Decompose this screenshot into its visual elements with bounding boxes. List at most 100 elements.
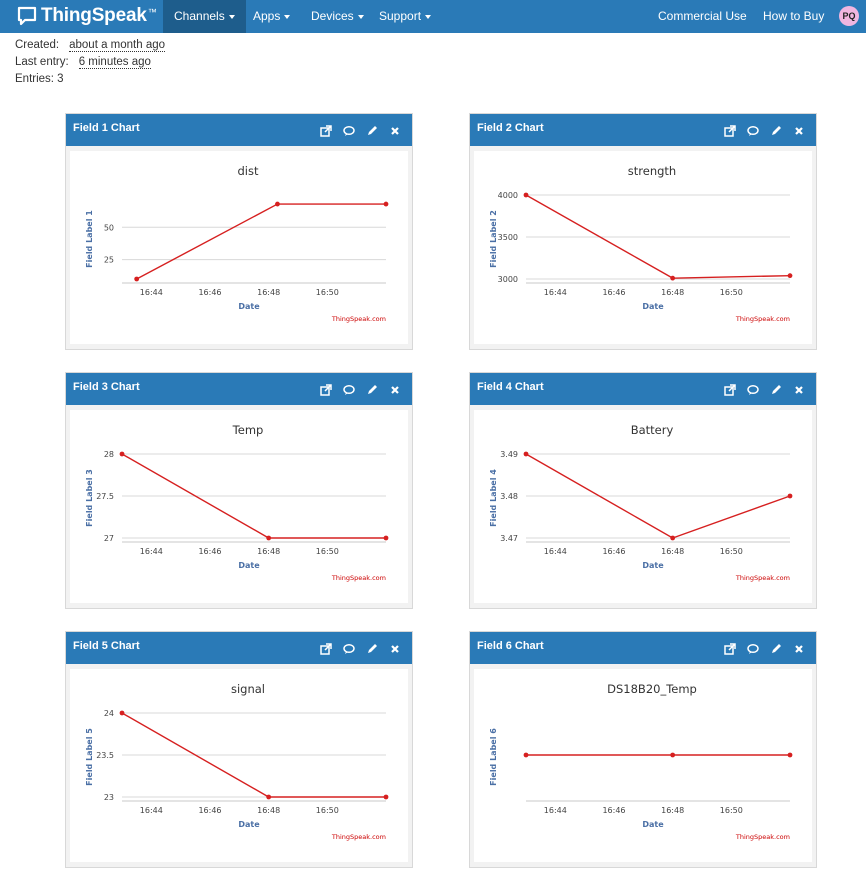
chart-title: strength: [628, 164, 676, 178]
pencil-icon[interactable]: [769, 382, 783, 396]
chart-panel-field-6: Field 6 Chart DS18B20_Temp 16:44 16:46 16:48…: [469, 631, 817, 868]
data-point[interactable]: [787, 752, 793, 758]
pencil-icon[interactable]: [365, 123, 379, 137]
line-chart: DS18B20_Temp 16:44 16:46 16:48 16:50 Date Fiel…: [489, 682, 793, 841]
data-point[interactable]: [275, 201, 280, 207]
popout-icon[interactable]: [723, 641, 737, 655]
y-axis-label: Field Label 1: [85, 210, 94, 268]
nav-apps[interactable]: Apps: [242, 0, 301, 33]
comment-icon[interactable]: [746, 382, 760, 396]
series-line: [136, 203, 386, 280]
data-point[interactable]: [787, 493, 793, 499]
chart-panel-field-3: Field 3 Chart Temp 27 27.5 28 16:44 16:46 16:48…: [65, 372, 413, 609]
x-tick-label: 16:46: [602, 547, 625, 556]
x-tick-label: 16:48: [257, 288, 280, 297]
nav-devices[interactable]: Devices: [300, 0, 375, 33]
data-point[interactable]: [383, 535, 389, 541]
thingspeak-credit[interactable]: ThingSpeak.com: [331, 315, 386, 323]
pencil-icon[interactable]: [769, 641, 783, 655]
y-axis-label: Field Label 3: [85, 469, 94, 527]
comment-icon[interactable]: [342, 641, 356, 655]
nav-channels[interactable]: Channels: [163, 0, 246, 33]
thingspeak-logo[interactable]: ThingSpeak ™: [17, 4, 157, 28]
thingspeak-credit[interactable]: ThingSpeak.com: [735, 833, 790, 841]
last-entry-label: Last entry:: [15, 56, 69, 68]
data-point[interactable]: [523, 192, 529, 198]
created-row: Created: about a month ago: [15, 39, 166, 52]
panel-actions: [723, 641, 806, 655]
pencil-icon[interactable]: [365, 382, 379, 396]
chart-panel-field-4: Field 4 Chart Battery 3.47 3.48 3.49 16:44 16:…: [469, 372, 817, 609]
panel-title: Field 4 Chart: [477, 381, 544, 393]
thingspeak-credit[interactable]: ThingSpeak.com: [331, 574, 386, 582]
nav-support[interactable]: Support: [368, 0, 442, 33]
panel-header: Field 1 Chart: [66, 114, 412, 146]
pencil-icon[interactable]: [769, 123, 783, 137]
popout-icon[interactable]: [319, 123, 333, 137]
data-point[interactable]: [383, 794, 389, 800]
last-entry-row: Last entry: 6 minutes ago: [15, 56, 151, 69]
x-axis-label: Date: [238, 820, 260, 829]
chart-panel-field-1: Field 1 Chart dist 25 50 16:44 16:46 16:48 16:5…: [65, 113, 413, 350]
brand-trademark: ™: [147, 7, 157, 17]
panel-actions: [319, 641, 402, 655]
line-chart: signal 23 23.5 24 16:44 16:46 16:48 16:50 Date Fi…: [85, 682, 389, 841]
x-tick-label: 16:50: [720, 806, 743, 815]
data-point[interactable]: [670, 275, 676, 281]
comment-icon[interactable]: [342, 123, 356, 137]
data-point[interactable]: [383, 201, 389, 207]
popout-icon[interactable]: [723, 123, 737, 137]
data-point[interactable]: [266, 535, 272, 541]
chart-area: strength 3000 3500 4000 16:44 16:46 16:48 16:50…: [474, 151, 812, 344]
data-point[interactable]: [523, 752, 529, 758]
top-navbar: ThingSpeak ™ Channels Apps Devices Suppo…: [0, 0, 866, 33]
x-tick-label: 16:44: [140, 288, 163, 297]
chart-title: dist: [238, 164, 259, 178]
chart-area: DS18B20_Temp 16:44 16:46 16:48 16:50 Date Fiel…: [474, 669, 812, 862]
panel-header: Field 6 Chart: [470, 632, 816, 664]
chevron-down-icon: [228, 14, 235, 19]
data-point[interactable]: [119, 451, 125, 457]
x-axis-label: Date: [642, 302, 664, 311]
created-value: about a month ago: [69, 39, 166, 52]
popout-icon[interactable]: [319, 382, 333, 396]
comment-icon[interactable]: [746, 123, 760, 137]
data-point[interactable]: [787, 273, 793, 279]
x-tick-label: 16:46: [198, 288, 221, 297]
close-icon[interactable]: [388, 123, 402, 137]
data-point[interactable]: [670, 535, 676, 541]
close-icon[interactable]: [388, 382, 402, 396]
nav-commercial-use[interactable]: Commercial Use: [647, 0, 758, 33]
popout-icon[interactable]: [723, 382, 737, 396]
data-point[interactable]: [119, 710, 125, 716]
entries-count: Entries: 3: [15, 73, 64, 85]
thingspeak-credit[interactable]: ThingSpeak.com: [331, 833, 386, 841]
thingspeak-credit[interactable]: ThingSpeak.com: [735, 315, 790, 323]
chart-area: Battery 3.47 3.48 3.49 16:44 16:46 16:48 16:50 D…: [474, 410, 812, 603]
y-tick-label: 25: [104, 256, 114, 265]
close-icon[interactable]: [792, 641, 806, 655]
comment-icon[interactable]: [746, 641, 760, 655]
close-icon[interactable]: [792, 123, 806, 137]
nav-how-to-buy[interactable]: How to Buy: [752, 0, 835, 33]
user-avatar[interactable]: PQ: [839, 6, 859, 26]
data-point[interactable]: [134, 276, 140, 282]
chart-panel-field-2: Field 2 Chart strength 3000 3500 4000 16:44 16…: [469, 113, 817, 350]
close-icon[interactable]: [388, 641, 402, 655]
popout-icon[interactable]: [319, 641, 333, 655]
x-axis-label: Date: [238, 302, 260, 311]
x-tick-label: 16:48: [257, 547, 280, 556]
thingspeak-credit[interactable]: ThingSpeak.com: [735, 574, 790, 582]
close-icon[interactable]: [792, 382, 806, 396]
pencil-icon[interactable]: [365, 641, 379, 655]
data-point[interactable]: [266, 794, 272, 800]
chart-title: Battery: [631, 423, 674, 437]
panel-title: Field 2 Chart: [477, 122, 544, 134]
x-tick-label: 16:50: [316, 547, 339, 556]
data-point[interactable]: [670, 752, 676, 758]
panel-actions: [319, 123, 402, 137]
x-tick-label: 16:50: [316, 288, 339, 297]
comment-icon[interactable]: [342, 382, 356, 396]
data-point[interactable]: [523, 451, 529, 457]
y-tick-label: 50: [104, 223, 114, 232]
